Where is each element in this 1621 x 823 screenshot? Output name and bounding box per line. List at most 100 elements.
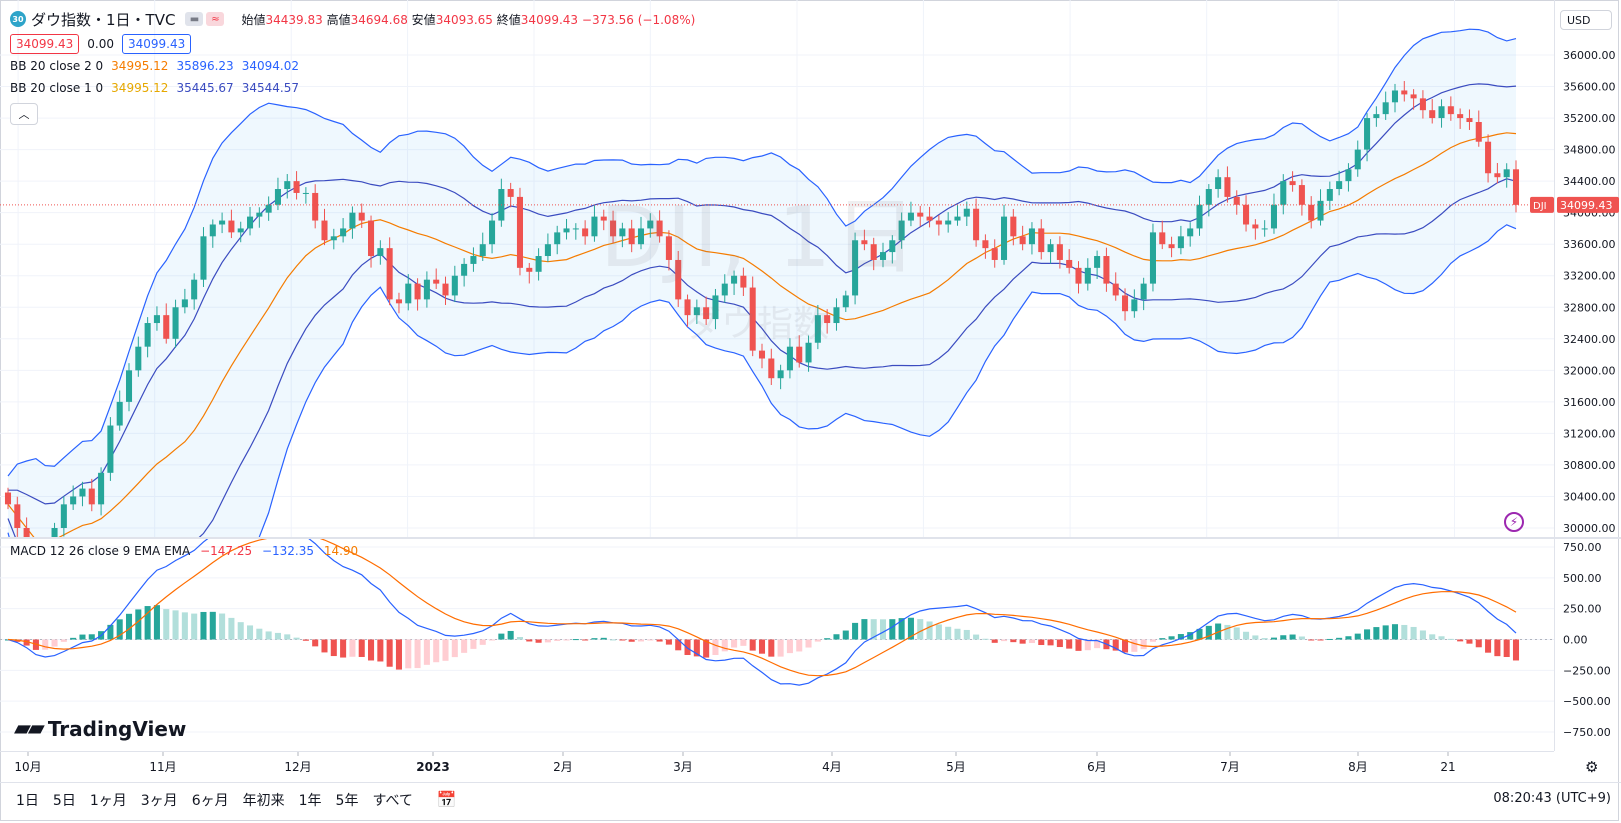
- candle-body: [200, 236, 207, 280]
- price-tick-label: 31600.00: [1563, 396, 1616, 409]
- tf-1d[interactable]: 1日: [16, 793, 39, 809]
- time-tick-label: 21: [1440, 760, 1455, 774]
- macd-histogram-bar: [1038, 639, 1045, 646]
- tf-1y[interactable]: 1年: [298, 793, 322, 809]
- candle-body: [591, 216, 598, 237]
- bb-fill: [8, 29, 1516, 537]
- tf-6m[interactable]: 6ヶ月: [191, 793, 229, 809]
- macd-histogram-bar: [340, 639, 347, 658]
- macd-histogram-bar: [935, 624, 942, 640]
- macd-histogram-bar: [302, 639, 309, 641]
- candle-body: [1159, 232, 1166, 245]
- time-tick-label: 8月: [1348, 760, 1368, 774]
- macd-histogram-bar: [749, 639, 756, 651]
- macd-histogram-bar: [945, 626, 952, 640]
- candle-body: [1131, 299, 1138, 312]
- macd-histogram-bar: [1140, 639, 1147, 650]
- chevron-up-icon[interactable]: ︿: [10, 103, 38, 125]
- macd-histogram-bar: [1308, 639, 1315, 641]
- bb1-legend[interactable]: BB 20 close 2 0 34995.12 35896.23 34094.…: [10, 59, 299, 73]
- macd-histogram-bar: [712, 639, 719, 656]
- candle-body: [656, 220, 663, 237]
- price-scale[interactable]: 36000.00 35600.00 35200.00 34800.00 34400.00…: [1554, 0, 1621, 751]
- macd-legend[interactable]: MACD 12 26 close 9 EMA EMA −147.25 −132.…: [10, 544, 359, 558]
- time-tick-label: 2023: [416, 760, 449, 774]
- candle-body: [4, 492, 12, 505]
- macd-histogram-bar: [153, 605, 160, 640]
- macd-histogram-bar: [1056, 639, 1063, 648]
- tf-1m[interactable]: 1ヶ月: [89, 793, 127, 809]
- candle-body: [954, 216, 961, 221]
- candle-body: [1364, 118, 1371, 150]
- clock[interactable]: 08:20:43 (UTC+9): [1493, 791, 1611, 806]
- candle-body: [703, 307, 710, 320]
- candle-body: [824, 315, 831, 324]
- candle-body: [1140, 283, 1147, 300]
- macd-histogram-bar: [1438, 636, 1445, 640]
- pane-separator[interactable]: [0, 537, 1621, 539]
- buy-price[interactable]: 34099.43: [121, 34, 192, 54]
- macd-tick-label: 250.00: [1563, 603, 1602, 616]
- macd-histogram-bar: [973, 634, 980, 640]
- tf-5y[interactable]: 5年: [335, 793, 359, 809]
- tf-5d[interactable]: 5日: [52, 793, 76, 809]
- macd-histogram-bar: [1233, 627, 1240, 640]
- macd-histogram-bar: [1094, 639, 1101, 649]
- macd-histogram-bar: [284, 634, 291, 640]
- candle-body: [693, 307, 700, 316]
- macd-histogram-bar: [1391, 624, 1399, 640]
- tf-all[interactable]: すべて: [372, 793, 413, 809]
- tf-ytd[interactable]: 年初来: [242, 793, 285, 809]
- macd-histogram-bar: [1429, 634, 1436, 640]
- macd-histogram-bar: [489, 639, 496, 641]
- candle-body: [163, 315, 170, 339]
- macd-tick-label: 500.00: [1563, 572, 1602, 585]
- macd-histogram-bar: [563, 639, 570, 641]
- macd-histogram-bar: [209, 611, 216, 640]
- candle-body: [1075, 267, 1082, 284]
- candle-body: [1382, 102, 1389, 115]
- calendar-icon[interactable]: 📅: [436, 790, 457, 809]
- bb2-lower-line: [7, 224, 1517, 537]
- price-pane[interactable]: DJI: [0, 0, 1554, 537]
- candle-body: [935, 220, 942, 225]
- tradingview-logo[interactable]: ▰▰ TradingView: [14, 716, 187, 741]
- macd-histogram-bar: [1401, 624, 1408, 640]
- bb2-legend[interactable]: BB 20 close 1 0 34995.12 35445.67 34544.…: [10, 81, 299, 95]
- macd-pane[interactable]: [0, 539, 1554, 751]
- macd-histogram-bar: [1084, 639, 1091, 651]
- candle-body: [265, 204, 272, 213]
- candle-body: [246, 216, 254, 229]
- symbol-tag-label: DJI: [1533, 201, 1547, 212]
- macd-histogram-bar: [1512, 639, 1520, 661]
- time-axis[interactable]: 10月 11月 12月 2023 2月 3月 4月 5月 6月 7月 8月 21: [0, 751, 1554, 782]
- candle-body: [1512, 169, 1520, 205]
- symbol-title[interactable]: ダウ指数・1日・TVC: [31, 10, 176, 29]
- candle-body: [144, 323, 151, 347]
- signal-line: [7, 539, 1517, 677]
- tf-3m[interactable]: 3ヶ月: [140, 793, 178, 809]
- macd-histogram-bar: [293, 637, 300, 640]
- macd-histogram-bar: [1243, 631, 1250, 640]
- hide-icon[interactable]: ▬: [185, 12, 204, 26]
- currency-button[interactable]: USD: [1560, 10, 1612, 30]
- candle-body: [1270, 204, 1278, 229]
- candle-body: [637, 228, 645, 245]
- candle-body: [1056, 244, 1063, 260]
- time-tick-label: 10月: [14, 760, 41, 774]
- macd-histogram-bar: [358, 639, 365, 657]
- timeframe-list: 1日 5日 1ヶ月 3ヶ月 6ヶ月 年初来 1年 5年 すべて 📅: [16, 790, 457, 810]
- macd-histogram-bar: [740, 639, 747, 646]
- candle-body: [749, 287, 756, 351]
- wave-icon[interactable]: ≈: [206, 12, 225, 26]
- candle-body: [544, 244, 551, 257]
- macd-histogram-bar: [70, 637, 77, 640]
- macd-histogram-bar: [889, 619, 896, 640]
- lightning-icon[interactable]: ⚡: [1504, 512, 1524, 532]
- macd-histogram-bar: [833, 634, 840, 640]
- macd-histogram-bar: [1410, 626, 1417, 640]
- sell-price[interactable]: 34099.43: [10, 34, 80, 54]
- candle-body: [842, 295, 849, 308]
- settings-icon[interactable]: ⚙: [1585, 758, 1599, 776]
- macd-histogram-bar: [1047, 639, 1054, 646]
